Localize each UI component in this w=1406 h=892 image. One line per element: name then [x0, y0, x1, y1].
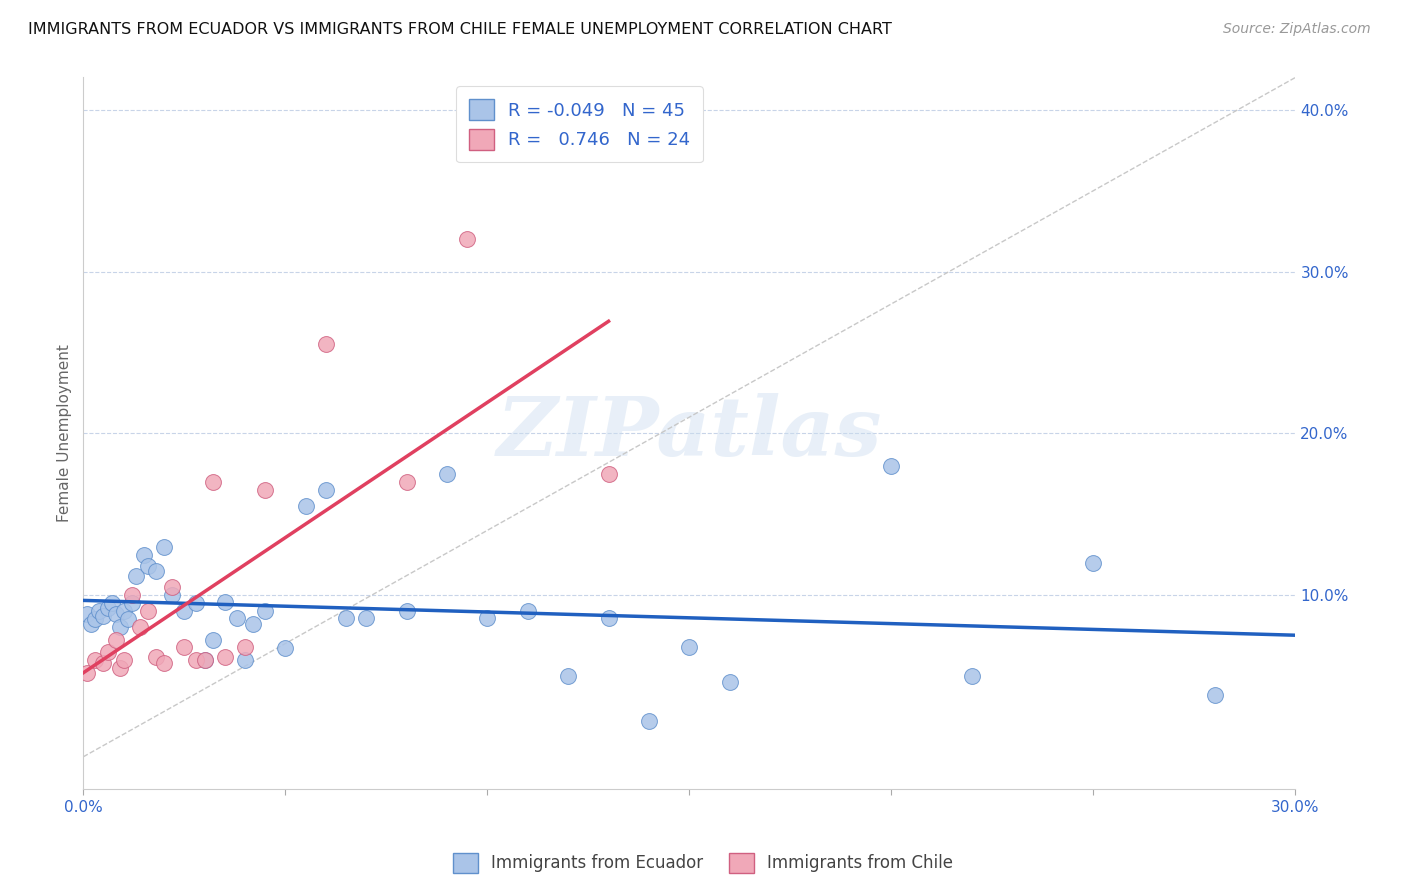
Point: [153, 540, 176, 554]
Point: [160, 580, 183, 594]
Point: [145, 649, 167, 664]
Point: [160, 588, 183, 602]
Point: [395, 475, 418, 489]
Point: [80, 617, 103, 632]
Text: ZIPatlas: ZIPatlas: [496, 393, 882, 474]
Point: [242, 617, 264, 632]
Point: [112, 604, 135, 618]
Point: [145, 564, 167, 578]
Point: [1083, 556, 1105, 570]
Point: [557, 669, 579, 683]
Point: [1204, 689, 1226, 703]
Point: [193, 653, 215, 667]
Point: [201, 633, 224, 648]
Point: [214, 594, 236, 608]
Point: [233, 640, 256, 654]
Point: [84, 653, 107, 667]
Point: [598, 467, 620, 481]
Point: [335, 610, 357, 624]
Point: [315, 337, 337, 351]
Legend: Immigrants from Ecuador, Immigrants from Chile: Immigrants from Ecuador, Immigrants from…: [447, 847, 959, 880]
Point: [477, 610, 499, 624]
Point: [638, 714, 661, 729]
Point: [254, 483, 277, 497]
Point: [117, 612, 139, 626]
Point: [254, 604, 277, 618]
Point: [121, 596, 143, 610]
Point: [880, 458, 903, 473]
Point: [104, 633, 127, 648]
Point: [678, 640, 700, 654]
Legend: R = -0.049   N = 45, R =   0.746   N = 24: R = -0.049 N = 45, R = 0.746 N = 24: [456, 87, 703, 162]
Point: [173, 604, 195, 618]
Point: [186, 653, 208, 667]
Point: [173, 640, 195, 654]
Point: [718, 675, 741, 690]
Point: [354, 610, 377, 624]
Point: [456, 232, 478, 246]
Point: [214, 649, 236, 664]
Point: [121, 588, 143, 602]
Point: [233, 653, 256, 667]
Point: [193, 653, 215, 667]
Point: [395, 604, 418, 618]
Point: [598, 610, 620, 624]
Point: [201, 475, 224, 489]
Text: Source: ZipAtlas.com: Source: ZipAtlas.com: [1223, 22, 1371, 37]
Point: [84, 612, 107, 626]
Point: [76, 607, 98, 622]
Point: [76, 665, 98, 680]
Point: [100, 596, 122, 610]
Point: [108, 620, 131, 634]
Point: [108, 661, 131, 675]
Point: [436, 467, 458, 481]
Point: [132, 548, 155, 562]
Point: [125, 568, 148, 582]
Point: [104, 607, 127, 622]
Point: [96, 645, 118, 659]
Point: [153, 656, 176, 670]
Point: [93, 656, 115, 670]
Point: [136, 558, 159, 573]
Point: [136, 604, 159, 618]
Point: [186, 596, 208, 610]
Point: [112, 653, 135, 667]
Point: [960, 669, 983, 683]
Text: IMMIGRANTS FROM ECUADOR VS IMMIGRANTS FROM CHILE FEMALE UNEMPLOYMENT CORRELATION: IMMIGRANTS FROM ECUADOR VS IMMIGRANTS FR…: [28, 22, 891, 37]
Point: [274, 641, 297, 656]
Point: [96, 601, 118, 615]
Point: [93, 609, 115, 624]
Point: [294, 499, 316, 513]
Point: [225, 610, 247, 624]
Point: [128, 620, 150, 634]
Point: [89, 604, 111, 618]
Y-axis label: Female Unemployment: Female Unemployment: [58, 344, 72, 522]
Point: [516, 604, 538, 618]
Point: [315, 483, 337, 497]
